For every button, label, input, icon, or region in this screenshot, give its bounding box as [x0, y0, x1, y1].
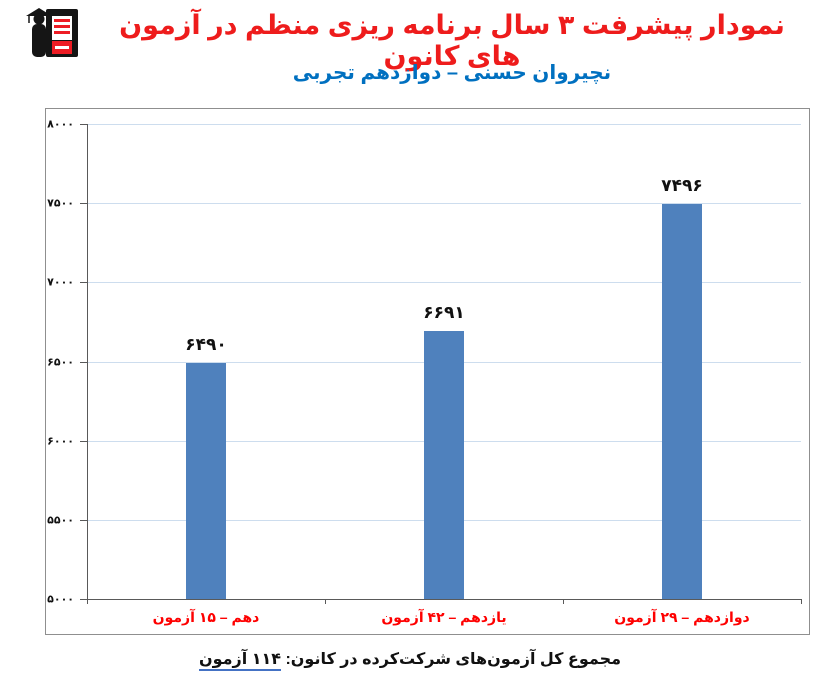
x-axis-tick	[325, 599, 326, 604]
x-axis-tick	[563, 599, 564, 604]
logo-mortarboard-shape	[26, 8, 52, 16]
chart-frame: ۵۰۰۰ ۵۵۰۰ ۶۰۰۰ ۶۵۰۰ ۷۰۰۰ ۷۵۰۰ ۸۰۰۰ ۶۴۹۰ دهم – ۱۵…	[45, 108, 810, 635]
y-axis-tick-label: ۷۰۰۰	[47, 276, 74, 289]
y-axis-tick	[80, 124, 87, 125]
page-subtitle: نچیروان حسنی – دوازدهم تجربی	[292, 62, 612, 84]
kanoon-student-graduate-logo-icon	[26, 8, 78, 57]
y-axis-tick-label: ۸۰۰۰	[47, 118, 74, 131]
bar-value-label: ۷۴۹۶	[661, 175, 703, 195]
x-axis-tick	[87, 599, 88, 604]
x-axis-tick	[801, 599, 802, 604]
x-axis-category-label: دوازدهم – ۲۹ آزمون	[614, 609, 750, 625]
x-axis-category-label: دهم – ۱۵ آزمون	[152, 609, 260, 625]
y-axis-tick	[80, 440, 87, 442]
y-axis-tick	[80, 519, 87, 521]
y-axis-tick	[80, 599, 87, 600]
y-axis-tick	[80, 203, 87, 205]
y-axis-line	[87, 124, 88, 599]
bar-value-label: ۶۴۹۰	[185, 335, 227, 355]
y-axis-tick-label: ۶۵۰۰	[47, 356, 74, 368]
logo-head-shape	[33, 13, 45, 25]
y-axis-tick-label: ۶۰۰۰	[47, 435, 74, 448]
bar	[424, 331, 464, 599]
y-axis-tick-label: ۷۵۰۰	[47, 197, 74, 210]
gridline	[87, 124, 801, 125]
page-title: نمودار پیشرفت ۳ سال برنامه ریزی منظم در …	[119, 10, 785, 72]
y-axis-tick	[80, 282, 87, 284]
y-axis-tick-label: ۵۰۰۰	[47, 593, 74, 606]
plot-area: ۵۰۰۰ ۵۵۰۰ ۶۰۰۰ ۶۵۰۰ ۷۰۰۰ ۷۵۰۰ ۸۰۰۰ ۶۴۹۰ دهم – ۱۵…	[46, 109, 809, 634]
gridline	[87, 203, 801, 205]
bar-value-label: ۶۶۹۱	[423, 303, 465, 323]
bar	[662, 203, 702, 599]
total-exams-caption: مجموع کل آزمون‌های شرکت‌کرده در کانون: ۱…	[0, 649, 820, 671]
y-axis-tick-label: ۵۵۰۰	[47, 514, 74, 527]
x-axis-category-label: یازدهم – ۴۲ آزمون	[381, 609, 507, 625]
caption-total-value: ۱۱۴ آزمون	[198, 651, 281, 671]
bar	[186, 363, 226, 599]
x-axis-line	[87, 599, 801, 600]
logo-body-shape	[32, 24, 46, 57]
y-axis-tick	[80, 361, 87, 363]
caption-prefix: مجموع کل آزمون‌های شرکت‌کرده در کانون:	[285, 651, 622, 668]
gridline	[87, 282, 801, 284]
